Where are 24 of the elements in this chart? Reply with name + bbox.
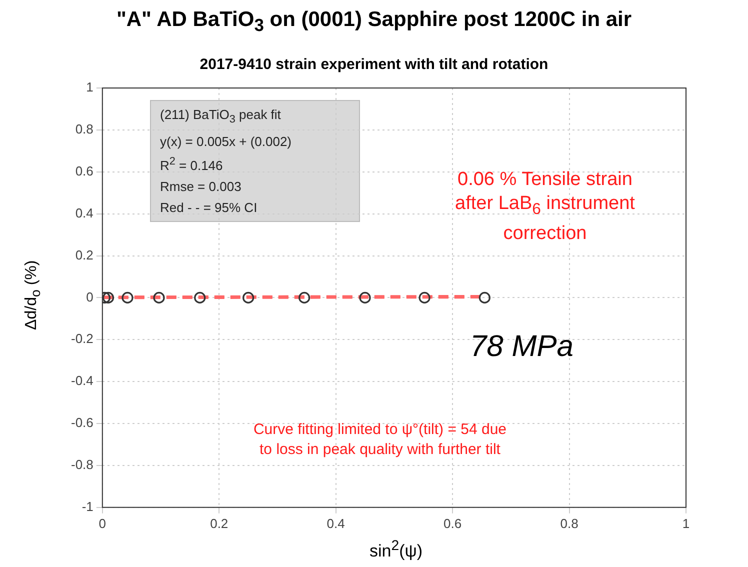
y-tick-label: 1 (86, 80, 94, 95)
annotation: 78 MPa (470, 330, 574, 363)
x-tick-label: 0 (98, 516, 106, 531)
x-tick-label: 0.6 (444, 516, 462, 531)
x-axis-title: sin$^{2}$(ψ) (368, 538, 424, 562)
x-tick-label: 0.8 (560, 516, 578, 531)
x-tick-label: 0.4 (326, 516, 345, 531)
y-tick-label: -0.2 (70, 331, 94, 346)
y-tick-label: -0.8 (70, 457, 94, 472)
y-tick-label: 0 (86, 289, 94, 304)
x-tick-label: 0.2 (210, 516, 228, 531)
y-tick-label: 0.4 (75, 205, 94, 220)
chart-title: "A" AD BaTiO$_{3}$ on (0001) Sapphire post 1200C in air (115, 8, 633, 36)
text: (211) BaTiO$_{3}$ peak fit y(x) = 0.005x + (0.002) R$^{2}$ = 0.146 Rmse = 0.003 Red - - = 95% CI (160, 107, 292, 215)
annotation: Curve fitting limited to ψ°(tilt) = 54 due to loss in peak quality with further tilt (253, 421, 507, 458)
y-tick-label: 0.2 (75, 247, 94, 262)
x-tick-label: 1 (682, 516, 690, 531)
chart-subtitle: 2017-9410 strain experiment with tilt and rotation (198, 56, 550, 73)
y-tick-label: -0.4 (70, 373, 94, 388)
annotation: 0.06 % Tensile strain after LaB$_{6}$ instrument correction (455, 169, 635, 244)
y-tick-label: 0.6 (75, 163, 94, 178)
y-tick-label: -1 (82, 498, 94, 514)
y-tick-label: -0.6 (70, 415, 94, 430)
y-tick-label: 0.8 (75, 122, 94, 137)
